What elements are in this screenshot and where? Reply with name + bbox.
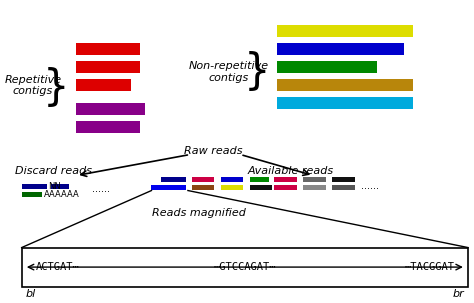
Bar (274, 177, 297, 181)
Bar (22, 192, 42, 197)
Bar (221, 185, 243, 190)
Bar (51, 184, 70, 189)
Text: Non-repetitive
contigs: Non-repetitive contigs (189, 61, 269, 83)
Bar (303, 177, 326, 181)
Bar (277, 25, 413, 37)
Text: ......: ...... (92, 184, 110, 194)
Bar (277, 79, 413, 92)
Bar (76, 79, 131, 92)
Text: Repetitive
contigs: Repetitive contigs (4, 75, 62, 96)
Bar (152, 185, 186, 190)
Bar (76, 103, 145, 115)
Bar (22, 248, 468, 287)
Bar (76, 62, 140, 73)
Text: Available reads: Available reads (247, 166, 334, 176)
Bar (332, 177, 355, 181)
Bar (250, 177, 269, 181)
Bar (221, 177, 243, 181)
Bar (250, 185, 272, 190)
Text: }: } (244, 51, 270, 93)
Bar (274, 185, 297, 190)
Bar (277, 43, 404, 55)
Bar (76, 122, 140, 134)
Bar (303, 185, 326, 190)
Text: ACTGAT⋯: ACTGAT⋯ (36, 262, 79, 272)
Text: br: br (453, 289, 465, 299)
Text: Raw reads: Raw reads (184, 146, 242, 157)
Text: bl: bl (26, 289, 36, 299)
Text: ......: ...... (361, 181, 379, 191)
Bar (192, 185, 214, 190)
Text: }: } (43, 68, 70, 109)
Text: Reads magnified: Reads magnified (152, 208, 246, 218)
Bar (277, 98, 413, 109)
Text: ⋯TACGGAT: ⋯TACGGAT (404, 262, 455, 272)
Text: NN: NN (48, 182, 61, 191)
Bar (332, 185, 355, 190)
Text: ⋯GTCCAGAT⋯: ⋯GTCCAGAT⋯ (214, 262, 276, 272)
Bar (161, 177, 186, 181)
Bar (192, 177, 214, 181)
Text: AAAAAA: AAAAAA (44, 190, 79, 199)
Bar (22, 184, 47, 189)
Bar (277, 62, 377, 73)
Bar (76, 43, 140, 55)
Text: Discard reads: Discard reads (15, 166, 92, 176)
